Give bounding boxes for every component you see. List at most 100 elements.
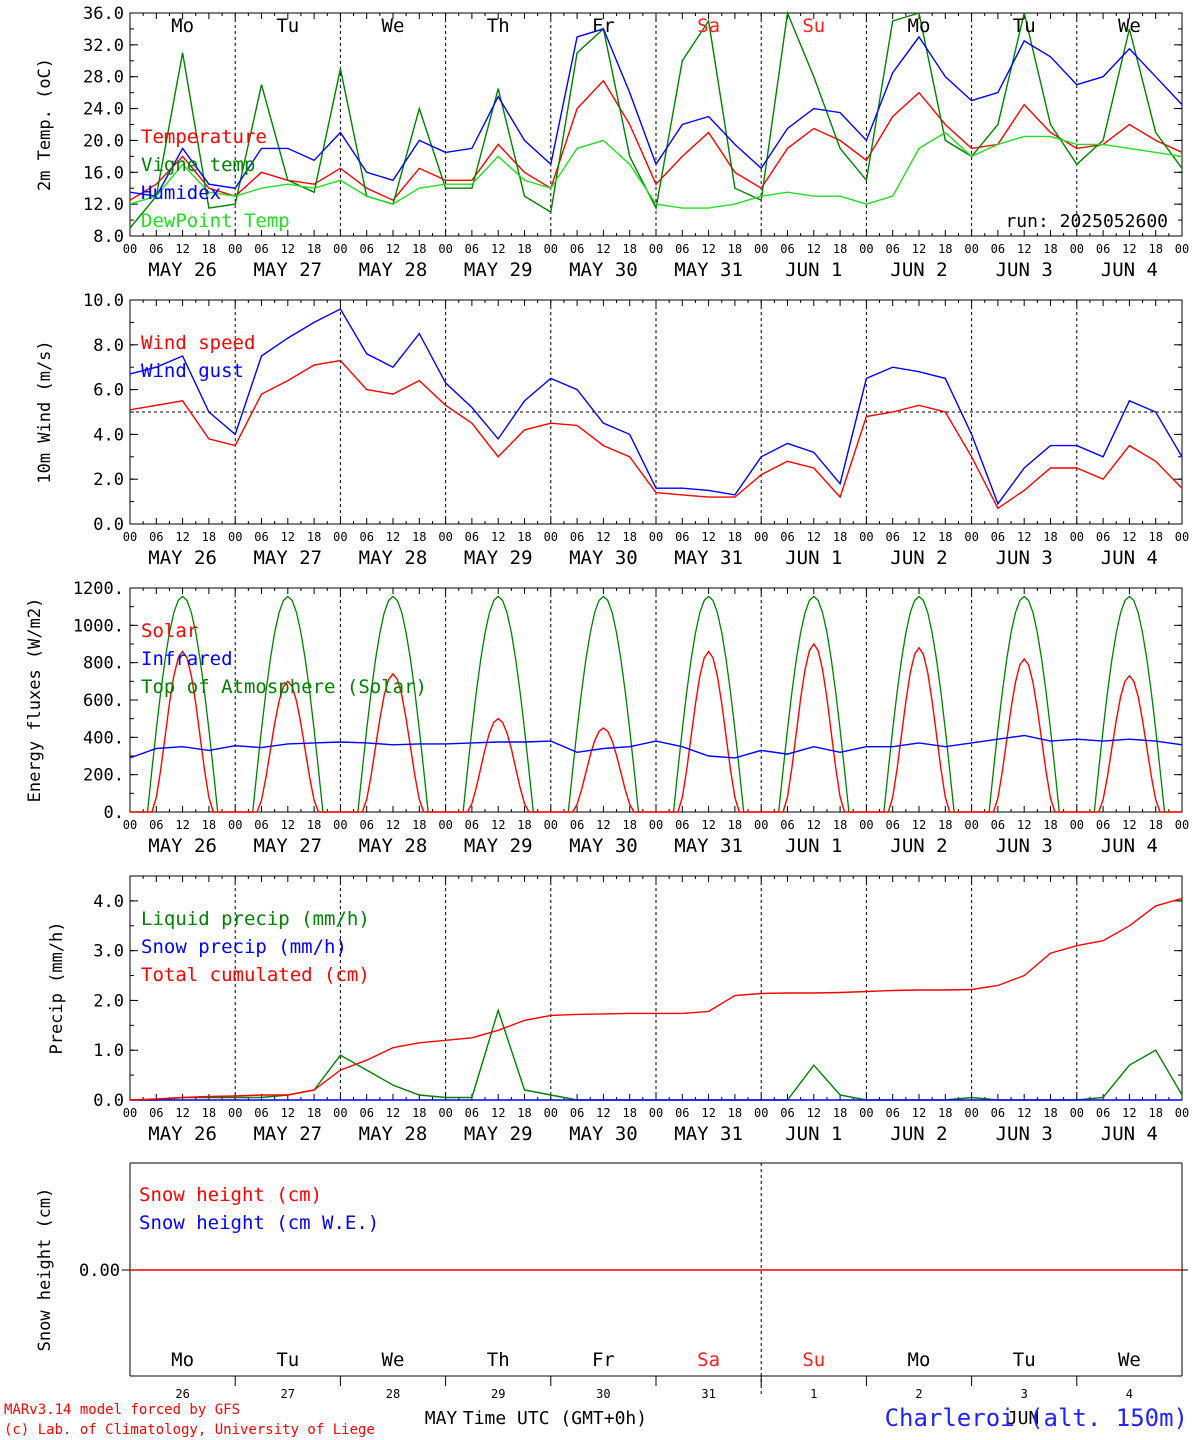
y-tick-label: 8.0 — [93, 336, 124, 356]
hour-tick-label: 00 — [1175, 242, 1189, 256]
weekday-label: Th — [487, 15, 510, 37]
date-label: MAY 28 — [359, 835, 428, 857]
model-credit: MARv3.14 model forced by GFS — [4, 1402, 240, 1418]
y-tick-label: 0.0 — [93, 515, 124, 535]
hour-tick-label: 06 — [1096, 530, 1110, 544]
y-tick-label: 1.0 — [93, 1041, 124, 1061]
series-line-dewpoint-temp — [129, 131, 1183, 209]
date-label: JUN 1 — [785, 835, 842, 857]
hour-tick-label: 18 — [1148, 530, 1162, 544]
hour-tick-label: 18 — [412, 242, 426, 256]
hour-tick-label: 06 — [149, 242, 163, 256]
hour-tick-label: 18 — [938, 530, 952, 544]
day-number: 1 — [810, 1387, 817, 1401]
series-line-humidex — [129, 28, 1183, 197]
hour-tick-label: 12 — [1122, 1106, 1136, 1120]
weekday-label: Mo — [908, 15, 931, 37]
legend-entry: Snow height (cm) — [139, 1184, 322, 1206]
date-label: MAY 31 — [674, 547, 743, 569]
hour-tick-label: 12 — [491, 1106, 505, 1120]
hour-tick-label: 12 — [701, 1106, 715, 1120]
weekday-label: Fr — [592, 15, 615, 37]
weekday-label: Th — [487, 1349, 510, 1371]
hour-tick-label: 12 — [701, 530, 715, 544]
hour-tick-label: 18 — [938, 818, 952, 832]
lab-credit: (c) Lab. of Climatology, University of L… — [4, 1422, 375, 1438]
date-label: JUN 4 — [1101, 547, 1158, 569]
hour-tick-label: 00 — [754, 242, 768, 256]
day-number: 30 — [596, 1387, 610, 1401]
hour-tick-label: 00 — [1175, 818, 1189, 832]
series-line-temperature — [129, 79, 1183, 202]
footer: MARv3.14 model forced by GFS (c) Lab. of … — [4, 1402, 1188, 1438]
day-number: 31 — [701, 1387, 715, 1401]
y-tick-label: 1000. — [73, 616, 124, 636]
hour-tick-label: 00 — [754, 530, 768, 544]
date-label: JUN 1 — [785, 259, 842, 281]
date-label: MAY 30 — [569, 259, 638, 281]
y-axis-label: Precip (mm/h) — [47, 921, 67, 1054]
hour-tick-label: 12 — [912, 1106, 926, 1120]
y-tick-label: 12.0 — [83, 195, 124, 215]
y-tick-label: 2.0 — [93, 991, 124, 1011]
hour-tick-label: 00 — [1070, 530, 1084, 544]
hour-tick-label: 12 — [281, 530, 295, 544]
hour-tick-label: 12 — [175, 530, 189, 544]
hour-tick-label: 06 — [149, 1106, 163, 1120]
weekday-label: Tu — [1013, 15, 1036, 37]
series-line-vigne-temp — [129, 10, 1183, 229]
plot-frame — [129, 12, 1183, 237]
y-tick-label: 0.00 — [79, 1261, 120, 1281]
hour-tick-label: 12 — [807, 530, 821, 544]
weekday-label: Mo — [171, 15, 194, 37]
y-tick-label: 400. — [83, 728, 124, 748]
hour-tick-label: 12 — [701, 818, 715, 832]
y-tick-label: 20.0 — [83, 131, 124, 151]
hour-tick-label: 06 — [254, 530, 268, 544]
date-label: MAY 27 — [253, 835, 322, 857]
hour-tick-label: 06 — [254, 818, 268, 832]
hour-tick-label: 18 — [517, 1106, 531, 1120]
hour-tick-label: 18 — [938, 242, 952, 256]
date-label: MAY 29 — [464, 1123, 533, 1145]
hour-tick-label: 18 — [1148, 818, 1162, 832]
date-label: MAY 28 — [359, 259, 428, 281]
hour-tick-label: 12 — [701, 242, 715, 256]
y-tick-label: 32.0 — [83, 36, 124, 56]
date-label: MAY 30 — [569, 835, 638, 857]
hour-tick-label: 18 — [412, 818, 426, 832]
hour-tick-label: 00 — [544, 818, 558, 832]
hour-tick-label: 00 — [1070, 818, 1084, 832]
y-tick-label: 3.0 — [93, 942, 124, 962]
hour-tick-label: 18 — [202, 1106, 216, 1120]
hour-tick-label: 06 — [465, 530, 479, 544]
hour-tick-label: 12 — [386, 1106, 400, 1120]
y-tick-label: 36.0 — [83, 4, 124, 24]
hour-tick-label: 18 — [1043, 1106, 1057, 1120]
weekday-label: We — [382, 15, 405, 37]
precip-panel: 0.0 1.0 2.0 3.0 4.0 00 06 12 18 MAY 26 00 06 12 18 MAY… — [47, 875, 1189, 1145]
y-axis-label: Snow height (cm) — [35, 1188, 55, 1352]
hour-tick-label: 18 — [202, 530, 216, 544]
hour-tick-label: 06 — [991, 818, 1005, 832]
day-number: 4 — [1126, 1387, 1133, 1401]
legend-entry: Total cumulated (cm) — [141, 964, 370, 986]
hour-tick-label: 18 — [728, 242, 742, 256]
hour-tick-label: 00 — [649, 530, 663, 544]
y-tick-label: 4.0 — [93, 425, 124, 445]
y-tick-label: 600. — [83, 691, 124, 711]
hour-tick-label: 18 — [517, 818, 531, 832]
weekday-label: Mo — [908, 1349, 931, 1371]
hour-tick-label: 06 — [885, 242, 899, 256]
hour-tick-label: 12 — [1017, 1106, 1031, 1120]
hour-tick-label: 00 — [333, 1106, 347, 1120]
legend-entry: Snow precip (mm/h) — [141, 936, 347, 958]
date-label: MAY 31 — [674, 1123, 743, 1145]
hour-tick-label: 06 — [570, 530, 584, 544]
date-label: MAY 30 — [569, 547, 638, 569]
hour-tick-label: 06 — [780, 1106, 794, 1120]
hour-tick-label: 00 — [859, 242, 873, 256]
run-annotation: run: 2025052600 — [1005, 211, 1168, 232]
hour-tick-label: 00 — [438, 1106, 452, 1120]
hour-tick-label: 00 — [333, 242, 347, 256]
